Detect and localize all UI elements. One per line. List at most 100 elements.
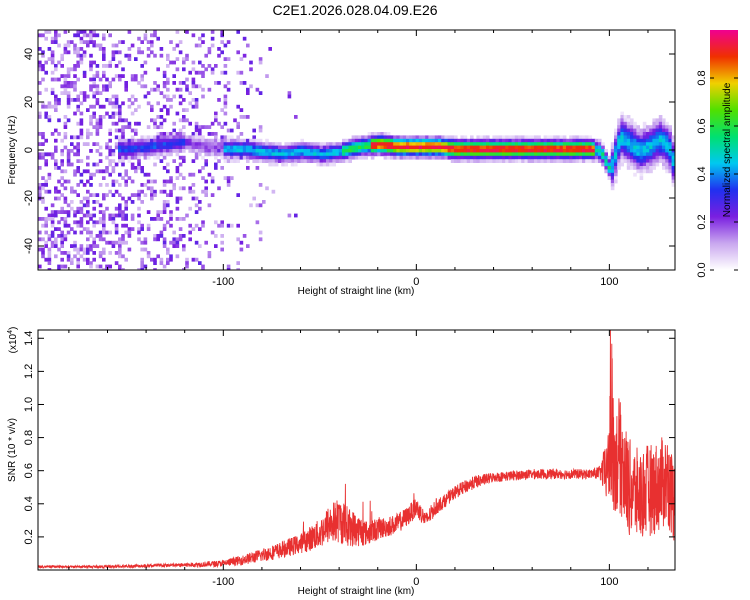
heatmap-cell [89,87,93,92]
heatmap-cell [76,257,80,262]
heatmap-cell [399,155,404,160]
heatmap-cell [332,149,336,153]
heatmap-cell [223,43,228,48]
heatmap-cell [226,176,231,180]
heatmap-cell [111,169,116,174]
heatmap-cell [569,138,573,143]
heatmap-cell [60,264,64,269]
heatmap-cell [73,47,77,51]
heatmap-cell [220,108,224,112]
heatmap-cell [239,155,244,160]
heatmap-cell [194,257,199,262]
heatmap-cell [428,155,432,160]
heatmap-cell [351,145,356,150]
heatmap-cell [98,118,103,123]
heatmap-cell [239,57,244,61]
heatmap-cell [236,159,240,163]
heatmap-cell [303,142,308,146]
heatmap-cell [201,155,205,160]
heatmap-cell [300,159,304,163]
heatmap-cell [182,159,186,163]
heatmap-cell [182,138,186,143]
heatmap-cell [562,145,567,150]
heatmap-cell [47,189,52,194]
heatmap-cell [294,159,298,163]
heatmap-cell [137,152,141,157]
heatmap-cell [130,166,135,170]
heatmap-cell [143,36,148,41]
heatmap-cell [111,159,116,163]
heatmap-cell [178,40,183,44]
heatmap-cell [438,149,442,153]
heatmap-cell [598,145,602,150]
heatmap-cell [111,111,116,116]
heatmap-cell [428,149,432,153]
heatmap-cell [204,142,208,146]
heatmap-cell [89,217,93,221]
heatmap-cell [620,111,624,116]
heatmap-cell [172,183,176,187]
heatmap-cell [38,186,42,191]
heatmap-cell [162,70,167,75]
heatmap-cell [66,104,71,109]
heatmap-cell [614,176,618,180]
heatmap-cell [121,196,125,201]
heatmap-cell [82,98,87,102]
heatmap-cell [390,135,394,140]
heatmap-cell [185,53,189,58]
heatmap-cell [47,213,52,218]
heatmap-cell [281,145,285,150]
heatmap-cell [50,36,55,41]
heatmap-cell [130,155,135,160]
heatmap-cell [649,166,653,170]
heatmap-cell [495,149,500,153]
heatmap-cell [214,135,218,140]
heatmap-cell [476,142,480,146]
heatmap-cell [514,135,519,140]
heatmap-cell [642,152,647,157]
heatmap-cell [546,159,551,163]
heatmap-cell [290,152,295,157]
heatmap-cell [636,145,640,150]
heatmap-cell [662,155,666,160]
heatmap-cell [98,145,103,150]
heatmap-cell [575,149,580,153]
heatmap-cell [54,166,58,170]
heatmap-cell [57,179,61,184]
heatmap-cell [86,179,90,184]
heatmap-cell [162,138,167,143]
heatmap-cell [41,50,45,55]
heatmap-cell [54,67,58,72]
heatmap-cell [553,152,557,157]
heatmap-cell [258,183,263,187]
heatmap-cell [361,145,365,150]
heatmap-y-tick-label: 40 [23,48,35,60]
heatmap-cell [38,81,42,85]
heatmap-cell [92,213,96,218]
heatmap-cell [127,149,132,153]
heatmap-cell [476,152,480,157]
heatmap-cell [82,53,87,58]
heatmap-cell [610,149,615,153]
heatmap-cell [290,145,295,150]
heatmap-cell [162,155,167,160]
heatmap-cell [454,135,458,140]
heatmap-cell [82,257,87,262]
heatmap-cell [598,142,602,146]
heatmap-cell [54,101,58,106]
heatmap-cell [214,118,218,123]
heatmap-y-axis-label: Frequency (Hz) [7,116,18,185]
heatmap-cell [57,264,61,269]
heatmap-cell [594,155,599,160]
heatmap-cell [482,135,487,140]
heatmap-cell [44,244,48,248]
heatmap-cell [60,217,64,221]
heatmap-cell [447,152,452,157]
heatmap-cell [194,155,199,160]
heatmap-cell [284,145,288,150]
heatmap-cell [73,50,77,55]
heatmap-cell [338,155,343,160]
heatmap-cell [66,159,71,163]
heatmap-cell [338,159,343,163]
heatmap-cell [86,162,90,167]
